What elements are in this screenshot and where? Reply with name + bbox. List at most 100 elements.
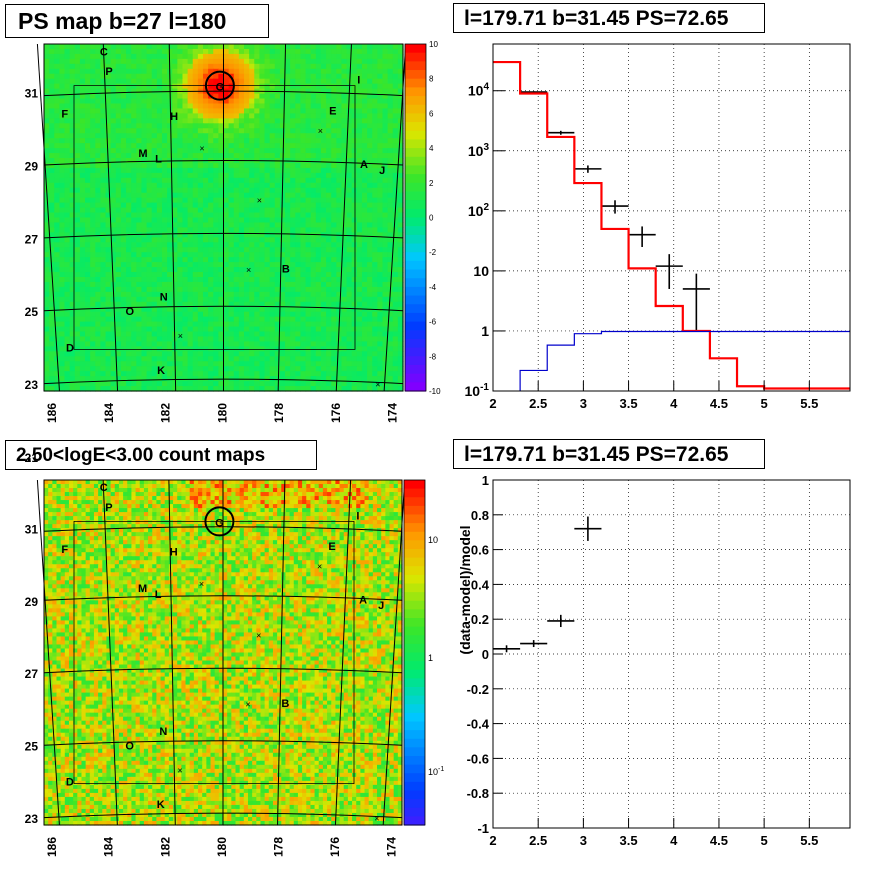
map-ytick-label: 29 — [25, 595, 39, 609]
source-label-O: O — [125, 740, 134, 752]
model-histogram — [493, 60, 850, 390]
source-label-J: J — [379, 165, 385, 177]
x-tick-label: 3.5 — [620, 833, 638, 848]
map-xtick-label: 174 — [386, 403, 400, 423]
map-xtick-label: 186 — [45, 403, 59, 423]
x-marker: × — [199, 144, 204, 154]
source-label-O: O — [126, 306, 135, 318]
source-label-N: N — [159, 726, 167, 738]
colorbar-frame — [404, 43, 427, 392]
y-tick-label: 102 — [468, 202, 490, 219]
source-label-M: M — [138, 148, 147, 160]
source-label-N: N — [160, 292, 168, 304]
y-tick-label: 1 — [482, 473, 489, 488]
panel2-title: l=179.71 b=31.45 PS=72.65 — [453, 3, 765, 33]
source-label-D: D — [66, 777, 74, 789]
x-marker: × — [246, 265, 251, 275]
y-tick-label: 0.6 — [471, 543, 489, 558]
x-marker: × — [317, 562, 322, 572]
x-tick-label: 5.5 — [800, 396, 818, 411]
map-frame — [43, 43, 404, 392]
x-tick-label: 3.5 — [620, 396, 638, 411]
panel3-title: 2.50<logE<3.00 count maps — [5, 440, 317, 470]
y-axis-label: (data-model)/model — [457, 525, 473, 654]
map-xtick-label: 180 — [215, 403, 229, 423]
map-xtick-label: 180 — [215, 837, 229, 857]
map-ytick-label: 23 — [25, 378, 39, 392]
source-label-C: C — [100, 482, 108, 494]
residual-frame — [492, 479, 851, 829]
map-xtick-label: 178 — [271, 837, 285, 857]
x-tick-label: 4.5 — [710, 396, 728, 411]
map-xtick-label: 184 — [102, 403, 116, 423]
y-tick-label: 1 — [481, 323, 489, 339]
map-meridian-line — [382, 479, 406, 826]
map-ytick-label: 25 — [25, 740, 39, 754]
map-panel-1: G CP I F H E M L A J B N O D K × × × × × × 31 29 27 25 23 21 186 184… — [25, 40, 441, 465]
source-label-E: E — [329, 106, 336, 118]
source-label-P: P — [105, 66, 112, 78]
hotspot-circle — [204, 70, 235, 101]
x-marker: × — [318, 126, 323, 136]
y-tick-label: -0.8 — [467, 786, 489, 801]
source-label-C: C — [100, 46, 108, 58]
map-ytick-label: 23 — [25, 812, 39, 826]
source-label-G: G — [216, 82, 225, 94]
map-xtick-label: 178 — [272, 403, 286, 423]
hotspot-circle — [204, 506, 235, 537]
source-label-B: B — [282, 264, 290, 276]
map-ytick-label: 25 — [25, 305, 39, 319]
source-label-A: A — [359, 594, 367, 606]
colorbar-tick-label: 10 — [429, 40, 438, 49]
map-xtick-label: 176 — [328, 837, 342, 857]
source-label-A: A — [360, 159, 368, 171]
map-xtick-label: 174 — [385, 837, 399, 857]
map-panel-3: GCPIFHEMLAJBNODK××××××312927252321186184… — [25, 479, 444, 857]
x-tick-label: 2 — [489, 396, 496, 411]
map-xtick-label: 182 — [158, 837, 172, 857]
source-label-B: B — [281, 698, 289, 710]
source-label-I: I — [357, 75, 360, 87]
source-label-K: K — [157, 799, 165, 811]
map-meridian-line — [383, 43, 407, 392]
map-ytick-label: 31 — [25, 87, 39, 101]
colorbar-tick-label: 10 — [428, 535, 438, 545]
map-roi-outline — [73, 521, 355, 784]
source-label-J: J — [378, 600, 384, 612]
source-label-H: H — [170, 547, 178, 559]
residual-panel: 2 2.5 3 3.5 4 4.5 5 5.5 1 0.8 0.6 0.4 0.2 0 -0.2 -0.4 -0… — [457, 473, 851, 848]
colorbar-tick-label: 1 — [428, 653, 433, 663]
source-label-P: P — [105, 502, 112, 514]
source-label-L: L — [155, 154, 162, 166]
map-meridian-line — [277, 479, 286, 826]
colorbar-tick-label: -10 — [429, 387, 441, 396]
colorbar-tick-label: -4 — [429, 283, 437, 292]
map-xtick-label: 186 — [45, 837, 59, 857]
x-marker: × — [177, 765, 182, 775]
source-label-D: D — [66, 343, 74, 355]
x-tick-label: 2.5 — [529, 833, 547, 848]
colorbar-tick-label: 0 — [429, 214, 434, 223]
y-tick-label: 10-1 — [465, 382, 490, 399]
source-label-G: G — [215, 517, 224, 529]
colorbar-tick-label: 2 — [429, 179, 434, 188]
background-histogram — [519, 330, 850, 391]
source-label-F: F — [61, 108, 68, 120]
map-meridian-line — [277, 43, 287, 392]
map-meridian-line — [36, 479, 60, 826]
x-tick-label: 3 — [580, 833, 587, 848]
x-tick-label: 5 — [761, 833, 768, 848]
y-tick-label: 104 — [468, 82, 490, 99]
map-ytick-label: 21 — [25, 451, 39, 465]
y-tick-label: 0.8 — [471, 508, 489, 523]
source-label-E: E — [328, 541, 335, 553]
map-meridian-line — [102, 479, 118, 826]
x-tick-label: 5 — [761, 396, 768, 411]
map-frame — [43, 479, 403, 826]
map-ytick-label: 29 — [25, 159, 39, 173]
x-tick-label: 5.5 — [800, 833, 818, 848]
map-meridian-line — [102, 43, 119, 392]
y-tick-label: 0.2 — [471, 612, 489, 627]
map-meridian-line — [335, 43, 352, 392]
